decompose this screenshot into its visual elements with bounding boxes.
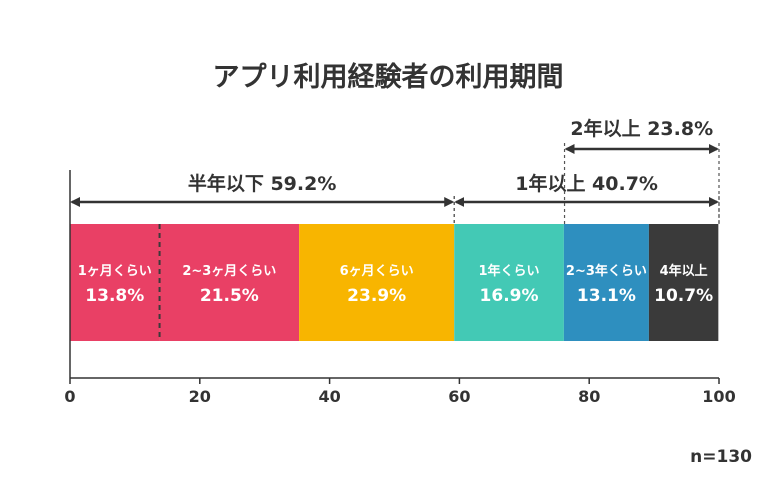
bar-segment-3 bbox=[299, 224, 455, 341]
bar-segment-value-2: 21.5% bbox=[200, 286, 259, 306]
bar-segment-1 bbox=[70, 224, 160, 341]
range-label-2: 1年以上 40.7% bbox=[515, 172, 658, 195]
range-annotations: 半年以下 59.2% 1年以上 40.7% 2年以上 23.8% bbox=[70, 117, 720, 224]
bar-segment-6 bbox=[648, 224, 719, 341]
bar-segments: 1ヶ月くらい 13.8% 2~3ヶ月くらい 21.5% 6ヶ月くらい 23.9% 1年くらい… bbox=[70, 224, 719, 341]
bar-segment-2 bbox=[159, 224, 300, 341]
bar-segment-value-3: 23.9% bbox=[347, 286, 406, 306]
bar-segment-label-5: 2~3年くらい bbox=[566, 263, 647, 279]
x-tick-label-20: 20 bbox=[189, 387, 211, 406]
chart-title: アプリ利用経験者の利用期間 bbox=[213, 61, 564, 93]
x-tick-label-60: 60 bbox=[448, 387, 470, 406]
bar-segment-value-4: 16.9% bbox=[480, 286, 539, 306]
bar-segment-value-6: 10.7% bbox=[654, 286, 713, 306]
bar-segment-5 bbox=[563, 224, 649, 341]
bar-segment-label-3: 6ヶ月くらい bbox=[340, 264, 414, 279]
bar-segment-label-1: 1ヶ月くらい bbox=[78, 264, 152, 279]
x-tick-label-0: 0 bbox=[64, 387, 75, 406]
bar-segment-label-2: 2~3ヶ月くらい bbox=[182, 264, 276, 279]
bar-segment-4 bbox=[454, 224, 564, 341]
bar-segment-label-6: 4年以上 bbox=[660, 263, 708, 279]
bar-segment-value-5: 13.1% bbox=[577, 286, 636, 306]
x-tick-label-40: 40 bbox=[318, 387, 340, 406]
x-tick-label-100: 100 bbox=[702, 387, 735, 406]
bar-segment-value-1: 13.8% bbox=[85, 286, 144, 306]
sample-size-note: n=130 bbox=[690, 447, 752, 467]
x-axis: 0 20 40 60 80 100 bbox=[64, 170, 736, 406]
range-label-3: 2年以上 23.8% bbox=[570, 117, 713, 140]
x-tick-label-80: 80 bbox=[578, 387, 600, 406]
range-label-1: 半年以下 59.2% bbox=[188, 172, 337, 195]
bar-segment-label-4: 1年くらい bbox=[479, 263, 540, 279]
